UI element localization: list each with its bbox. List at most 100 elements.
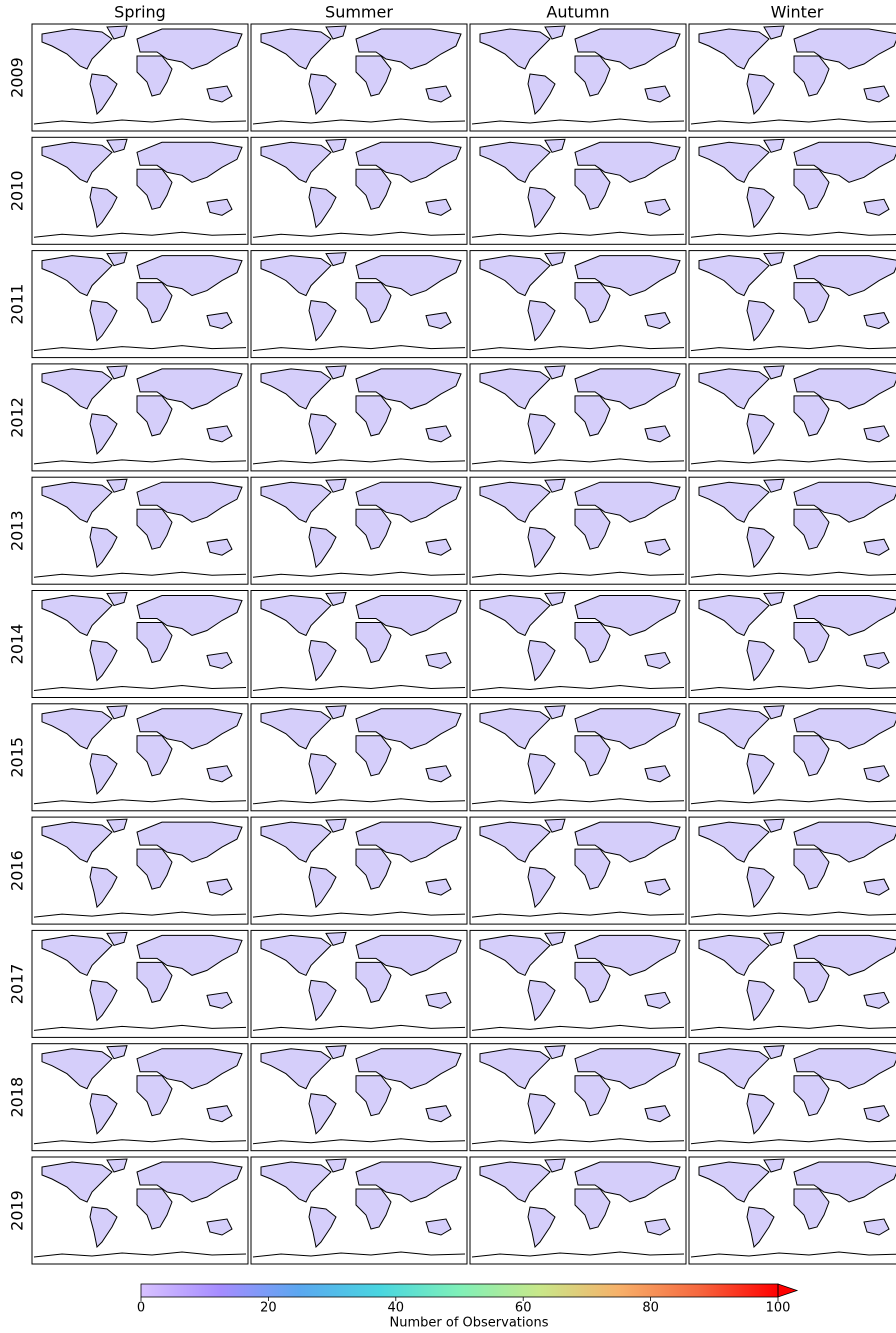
map-land <box>33 138 247 238</box>
map-panel <box>688 1156 896 1265</box>
panel-frame <box>250 136 468 245</box>
map-panel <box>31 250 249 359</box>
row-title: 2011 <box>8 284 27 325</box>
map-panel <box>688 1043 896 1152</box>
panel-frame <box>469 816 687 925</box>
panel-frame <box>469 929 687 1038</box>
panel-frame <box>250 476 468 585</box>
colorbar-extension <box>777 1283 799 1298</box>
colorbar-label: Number of Observations <box>390 1316 549 1331</box>
panel-frame <box>250 590 468 698</box>
panel-frame <box>469 23 687 132</box>
colorbar-tick-label: 40 <box>388 1301 405 1316</box>
column-title: Summer <box>325 3 393 22</box>
row-title: 2015 <box>8 737 27 778</box>
panel-frame <box>688 136 896 245</box>
map-panel <box>31 1043 249 1152</box>
map-land <box>252 818 466 918</box>
panel-frame <box>250 1156 468 1265</box>
map-land <box>33 365 247 465</box>
panel-frame <box>31 1043 249 1152</box>
map-panel <box>250 1156 468 1265</box>
map-land <box>252 1045 466 1145</box>
panel-frame <box>250 816 468 925</box>
map-panel <box>469 1043 687 1152</box>
colorbar-tick-label: 100 <box>766 1301 791 1316</box>
map-panel <box>250 590 468 698</box>
map-land <box>33 592 247 691</box>
map-land <box>252 705 466 805</box>
map-panel <box>250 363 468 472</box>
colorbar-frame <box>140 1283 779 1298</box>
row-title: 2016 <box>8 850 27 891</box>
map-land <box>33 478 247 578</box>
panel-grid: Spring Summer Autumn Winter <box>31 3 896 1265</box>
colorbar-tick-label: 20 <box>260 1301 277 1316</box>
colorbar-tick-label: 60 <box>515 1301 532 1316</box>
panel-frame <box>250 1043 468 1152</box>
map-land <box>33 818 247 918</box>
panel-frame <box>688 250 896 359</box>
panel-frame <box>31 816 249 925</box>
map-land <box>471 138 685 238</box>
map-land <box>252 592 466 691</box>
map-land <box>471 592 685 691</box>
panel-frame <box>250 23 468 132</box>
map-panel <box>688 590 896 698</box>
panel-frame <box>31 136 249 245</box>
map-panel <box>688 23 896 132</box>
map-panel <box>250 1043 468 1152</box>
panel-frame <box>469 1156 687 1265</box>
map-land <box>690 138 896 238</box>
panel-frame <box>688 363 896 472</box>
map-panel <box>469 929 687 1038</box>
panel-frame <box>31 23 249 132</box>
map-land <box>252 1158 466 1258</box>
row-title: 2012 <box>8 397 27 438</box>
map-land <box>33 1158 247 1258</box>
map-panel <box>688 929 896 1038</box>
panel-frame <box>31 476 249 585</box>
panel-frame <box>688 703 896 812</box>
colorbar-tick-label: 0 <box>137 1301 145 1316</box>
map-panel <box>688 363 896 472</box>
column-title: Autumn <box>546 3 609 22</box>
map-land <box>252 931 466 1031</box>
row-title: 2010 <box>8 170 27 211</box>
map-panel <box>250 816 468 925</box>
panel-frame <box>31 929 249 1038</box>
panel-frame <box>688 1156 896 1265</box>
map-land <box>252 25 466 125</box>
panel-frame <box>31 250 249 359</box>
panel-frame <box>688 476 896 585</box>
map-panel <box>469 136 687 245</box>
panel-frame <box>469 590 687 698</box>
map-panel <box>31 929 249 1038</box>
panel-frame <box>469 250 687 359</box>
map-land <box>33 705 247 805</box>
map-panel <box>250 476 468 585</box>
map-land <box>690 931 896 1031</box>
panel-frame <box>469 1043 687 1152</box>
panel-frame <box>250 250 468 359</box>
map-panel <box>31 590 249 698</box>
panel-frame <box>469 363 687 472</box>
map-land <box>471 818 685 918</box>
map-land <box>690 1045 896 1145</box>
row-title: 2014 <box>8 624 27 665</box>
row-title: 2017 <box>8 964 27 1005</box>
map-panel <box>688 136 896 245</box>
map-land <box>690 818 896 918</box>
map-panel <box>688 250 896 359</box>
colorbar-tick-label: 80 <box>642 1301 659 1316</box>
map-land <box>33 252 247 352</box>
panel-frame <box>469 703 687 812</box>
row-title: 2018 <box>8 1077 27 1118</box>
map-panel <box>688 476 896 585</box>
map-panel <box>469 476 687 585</box>
map-land <box>690 478 896 578</box>
map-panel <box>688 816 896 925</box>
map-land <box>252 478 466 578</box>
map-panel <box>250 23 468 132</box>
